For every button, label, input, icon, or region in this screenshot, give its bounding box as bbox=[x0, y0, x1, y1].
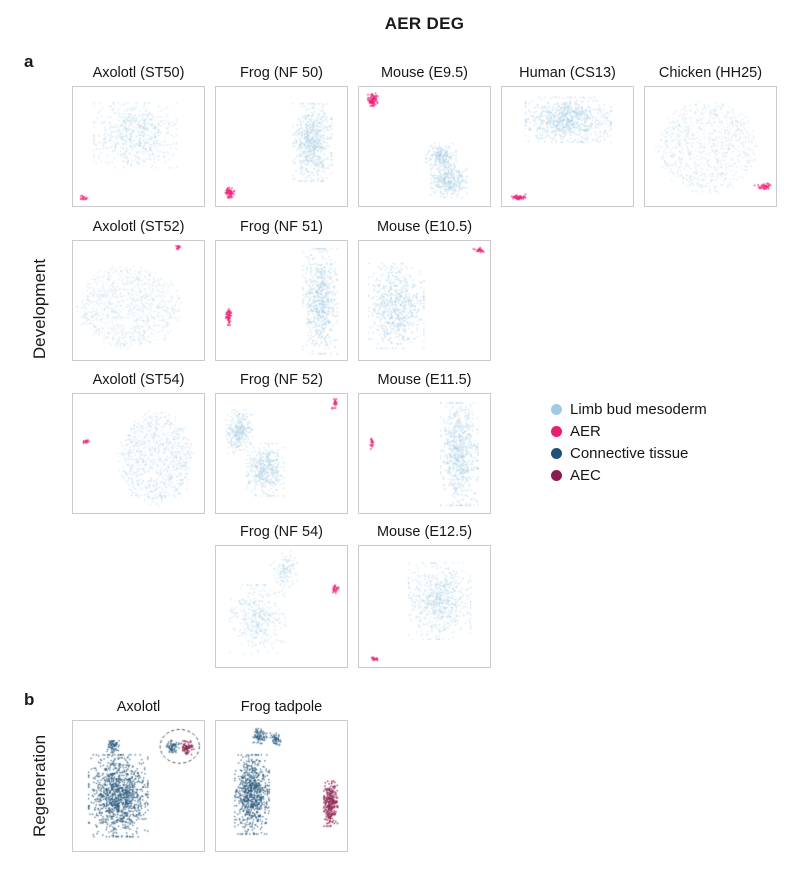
legend-swatch-aec bbox=[551, 469, 562, 481]
legend-label: AEC bbox=[570, 466, 601, 484]
umap-panel bbox=[215, 545, 348, 668]
legend-item: Connective tissue bbox=[551, 442, 707, 464]
panel-title: Frog (NF 52) bbox=[240, 372, 323, 388]
umap-panel bbox=[215, 393, 348, 514]
panel-title: Mouse (E12.5) bbox=[376, 524, 473, 540]
umap-panel bbox=[358, 86, 491, 207]
umap-scatter bbox=[502, 87, 633, 206]
legend-label: AER bbox=[570, 422, 601, 440]
panel-title: Axolotl (ST54) bbox=[92, 372, 185, 388]
panel-title: Frog (NF 51) bbox=[240, 219, 323, 235]
umap-scatter bbox=[359, 241, 490, 360]
umap-scatter bbox=[73, 87, 204, 206]
legend-label: Connective tissue bbox=[570, 444, 689, 462]
umap-scatter bbox=[216, 721, 347, 851]
panel-title: Axolotl bbox=[116, 699, 161, 715]
umap-scatter bbox=[216, 87, 347, 206]
panel-title: Chicken (HH25) bbox=[658, 65, 763, 81]
legend-item: AEC bbox=[551, 464, 707, 486]
umap-panel bbox=[358, 545, 491, 668]
panel-letter-a: a bbox=[24, 52, 34, 71]
legend-item: Limb bud mesoderm bbox=[551, 398, 707, 420]
umap-panel bbox=[358, 240, 491, 361]
panel-title: Mouse (E10.5) bbox=[376, 219, 473, 235]
umap-scatter bbox=[73, 721, 204, 851]
umap-panel bbox=[644, 86, 777, 207]
panel-title: Mouse (E11.5) bbox=[377, 372, 472, 388]
panel-title: Frog tadpole bbox=[240, 699, 323, 715]
figure-title: AER DEG bbox=[384, 14, 465, 33]
legend-swatch-aer bbox=[551, 425, 562, 437]
panel-title: Axolotl (ST50) bbox=[92, 65, 185, 81]
umap-panel bbox=[358, 393, 491, 514]
legend-swatch-connective-tissue bbox=[551, 447, 562, 459]
umap-scatter bbox=[359, 394, 490, 513]
umap-panel bbox=[215, 86, 348, 207]
panel-title: Axolotl (ST52) bbox=[92, 219, 185, 235]
umap-scatter bbox=[216, 241, 347, 360]
umap-panel bbox=[72, 86, 205, 207]
panel-title: Mouse (E9.5) bbox=[380, 65, 469, 81]
panel-title: Human (CS13) bbox=[519, 65, 616, 81]
legend-swatch-limb-bud-mesoderm bbox=[551, 403, 562, 415]
umap-panel bbox=[72, 393, 205, 514]
umap-scatter bbox=[359, 87, 490, 206]
umap-scatter bbox=[73, 241, 204, 360]
umap-scatter bbox=[359, 546, 490, 667]
legend: Limb bud mesoderm AER Connective tissue … bbox=[551, 398, 707, 486]
row-label-regeneration: Regeneration bbox=[30, 734, 49, 838]
row-label-development: Development bbox=[30, 258, 49, 360]
umap-panel bbox=[501, 86, 634, 207]
umap-panel bbox=[72, 240, 205, 361]
panel-title: Frog (NF 50) bbox=[240, 65, 323, 81]
legend-label: Limb bud mesoderm bbox=[570, 400, 707, 418]
umap-panel bbox=[215, 720, 348, 852]
umap-panel bbox=[215, 240, 348, 361]
umap-scatter bbox=[216, 546, 347, 667]
panel-title: Frog (NF 54) bbox=[240, 524, 323, 540]
umap-scatter bbox=[73, 394, 204, 513]
umap-scatter bbox=[645, 87, 776, 206]
umap-panel bbox=[72, 720, 205, 852]
legend-item: AER bbox=[551, 420, 707, 442]
panel-letter-b: b bbox=[24, 690, 35, 709]
figure-aer-deg: AER DEG a Development Axolotl (ST50) Frog (… bbox=[24, 14, 777, 852]
umap-scatter bbox=[216, 394, 347, 513]
